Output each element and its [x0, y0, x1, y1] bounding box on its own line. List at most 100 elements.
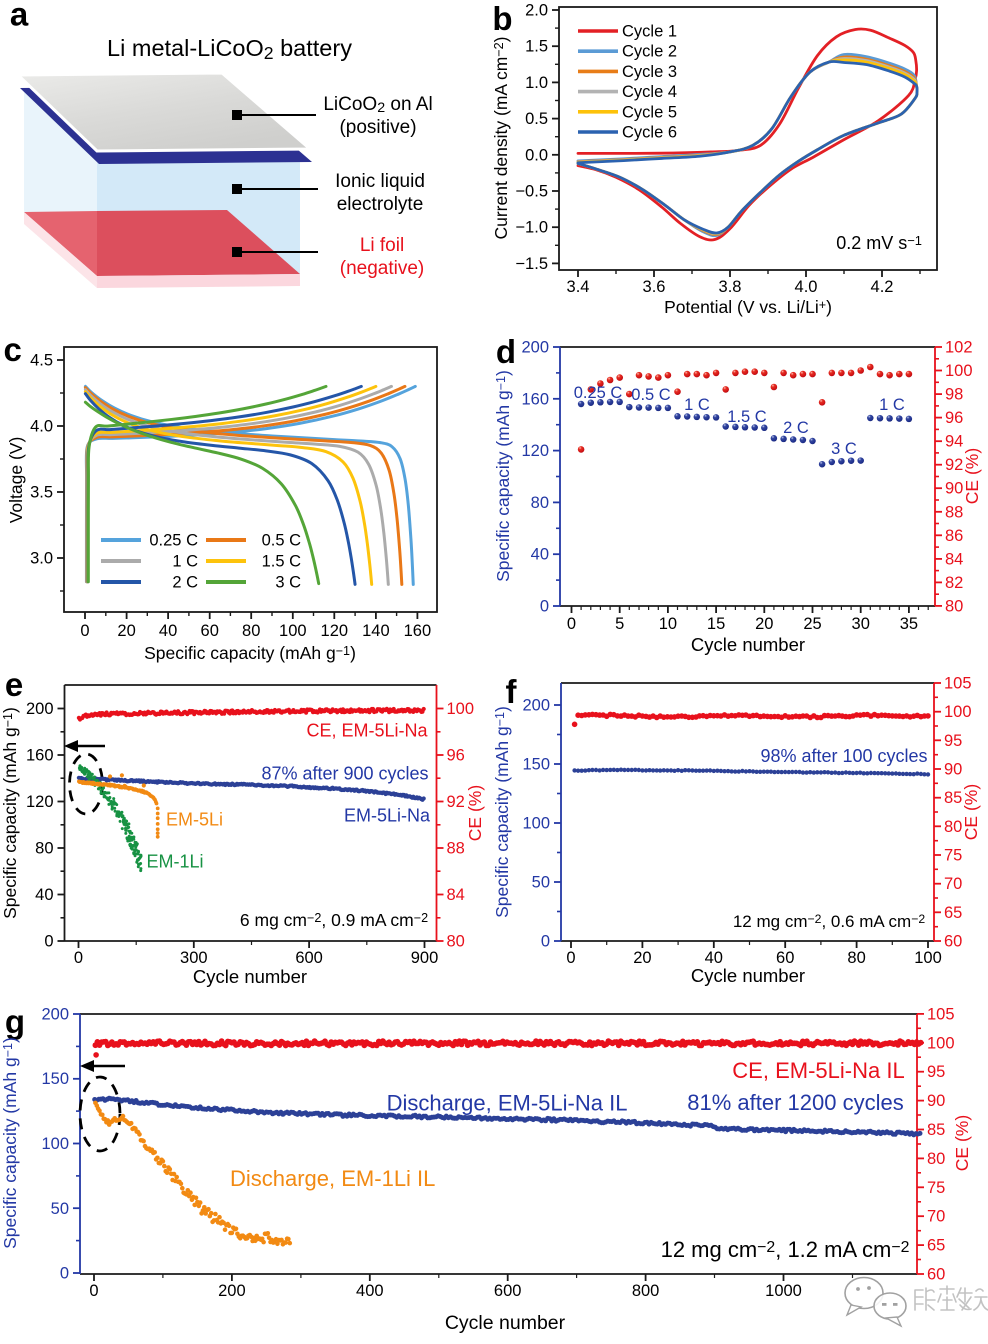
svg-text:70: 70 — [927, 1208, 945, 1226]
svg-text:87% after 900 cycles: 87% after 900 cycles — [261, 764, 428, 784]
svg-text:120: 120 — [26, 793, 54, 811]
svg-text:4.0: 4.0 — [30, 418, 53, 436]
svg-text:65: 65 — [944, 904, 962, 922]
svg-text:0.25 C: 0.25 C — [149, 532, 198, 550]
svg-text:96: 96 — [447, 747, 465, 765]
svg-text:98% after 100 cycles: 98% after 100 cycles — [760, 746, 927, 766]
svg-text:−1.0: −1.0 — [515, 219, 548, 237]
svg-text:70: 70 — [944, 875, 962, 893]
svg-text:900: 900 — [411, 949, 439, 967]
svg-text:1 C: 1 C — [879, 396, 905, 414]
svg-text:80: 80 — [35, 840, 53, 858]
svg-text:b: b — [492, 0, 512, 37]
svg-text:3.4: 3.4 — [567, 278, 590, 296]
svg-text:−0.5: −0.5 — [515, 183, 548, 201]
svg-text:120: 120 — [521, 442, 549, 460]
svg-text:2 C: 2 C — [172, 574, 198, 592]
svg-text:Specific capacity (mAh g−1): Specific capacity (mAh g−1) — [0, 1037, 20, 1249]
svg-text:20: 20 — [633, 949, 651, 967]
svg-text:100: 100 — [41, 1135, 69, 1153]
svg-text:90: 90 — [945, 480, 963, 498]
svg-text:96: 96 — [945, 409, 963, 427]
svg-text:88: 88 — [447, 840, 465, 858]
svg-text:(positive): (positive) — [339, 117, 416, 138]
svg-text:0: 0 — [89, 1282, 98, 1300]
svg-text:98: 98 — [945, 386, 963, 404]
svg-text:Current density (mA cm−2): Current density (mA cm−2) — [491, 36, 511, 239]
svg-text:0.2 mV s−1: 0.2 mV s−1 — [836, 233, 922, 253]
svg-text:4.5: 4.5 — [30, 352, 53, 370]
svg-text:CE (%): CE (%) — [962, 448, 982, 504]
svg-text:Cycle number: Cycle number — [445, 1312, 566, 1334]
svg-text:0: 0 — [74, 949, 83, 967]
svg-text:electrolyte: electrolyte — [337, 194, 424, 215]
svg-text:3 C: 3 C — [275, 574, 301, 592]
svg-text:100: 100 — [944, 703, 972, 721]
svg-text:65: 65 — [927, 1237, 945, 1255]
svg-text:105: 105 — [944, 675, 972, 693]
svg-text:81% after 1200 cycles: 81% after 1200 cycles — [687, 1090, 903, 1115]
svg-text:88: 88 — [945, 503, 963, 521]
svg-text:Specific capacity (mAh g−1): Specific capacity (mAh g−1) — [0, 707, 20, 919]
svg-text:60: 60 — [927, 1266, 945, 1284]
svg-text:85: 85 — [944, 789, 962, 807]
svg-text:60: 60 — [201, 622, 219, 640]
svg-text:50: 50 — [51, 1200, 69, 1218]
svg-text:CE, EM-5Li-Na: CE, EM-5Li-Na — [306, 721, 428, 741]
svg-text:40: 40 — [35, 886, 53, 904]
svg-text:CE (%): CE (%) — [465, 785, 485, 841]
svg-text:20: 20 — [755, 615, 773, 633]
svg-text:Ionic liquid: Ionic liquid — [335, 171, 425, 192]
svg-text:82: 82 — [945, 574, 963, 592]
svg-text:200: 200 — [41, 1006, 69, 1024]
svg-text:92: 92 — [447, 793, 465, 811]
svg-text:Cycle 6: Cycle 6 — [622, 124, 677, 142]
svg-text:40: 40 — [531, 546, 549, 564]
svg-text:Cycle 1: Cycle 1 — [622, 23, 677, 41]
svg-text:LiCoO2 on Al: LiCoO2 on Al — [323, 94, 432, 116]
svg-text:10: 10 — [659, 615, 677, 633]
svg-text:EM-5Li-Na: EM-5Li-Na — [344, 806, 431, 826]
svg-text:Specific capacity (mAh g−1): Specific capacity (mAh g−1) — [493, 370, 513, 582]
svg-text:95: 95 — [944, 732, 962, 750]
svg-text:Cycle number: Cycle number — [193, 966, 307, 987]
svg-text:5: 5 — [615, 615, 624, 633]
svg-text:200: 200 — [26, 700, 54, 718]
svg-text:e: e — [5, 666, 23, 703]
svg-text:g: g — [5, 1003, 25, 1040]
svg-text:Discharge, EM-1Li IL: Discharge, EM-1Li IL — [230, 1166, 435, 1191]
svg-text:90: 90 — [927, 1092, 945, 1110]
svg-text:12 mg cm−2, 1.2 mA cm−2: 12 mg cm−2, 1.2 mA cm−2 — [661, 1237, 910, 1262]
svg-text:CE (%): CE (%) — [952, 1115, 972, 1171]
svg-text:150: 150 — [41, 1070, 69, 1088]
svg-text:94: 94 — [945, 433, 963, 451]
svg-text:600: 600 — [295, 949, 323, 967]
svg-text:200: 200 — [522, 697, 550, 715]
svg-text:800: 800 — [632, 1282, 660, 1300]
svg-text:100: 100 — [927, 1034, 955, 1052]
svg-text:0.5 C: 0.5 C — [631, 386, 671, 404]
svg-text:0: 0 — [540, 598, 549, 616]
svg-text:102: 102 — [945, 339, 973, 357]
svg-text:6 mg cm−2, 0.9 mA cm−2: 6 mg cm−2, 0.9 mA cm−2 — [240, 910, 428, 930]
svg-text:50: 50 — [532, 874, 550, 892]
svg-text:95: 95 — [927, 1063, 945, 1081]
svg-text:Specific capacity (mAh g−1): Specific capacity (mAh g−1) — [492, 706, 512, 918]
svg-text:0: 0 — [567, 615, 576, 633]
svg-text:40: 40 — [159, 622, 177, 640]
svg-text:0: 0 — [44, 933, 53, 951]
svg-text:80: 80 — [945, 597, 963, 615]
svg-text:80: 80 — [944, 818, 962, 836]
svg-text:1 C: 1 C — [172, 553, 198, 571]
svg-text:90: 90 — [944, 761, 962, 779]
svg-text:Cycle 3: Cycle 3 — [622, 63, 677, 81]
svg-text:1000: 1000 — [765, 1282, 802, 1300]
svg-text:EM-5Li: EM-5Li — [166, 810, 223, 830]
svg-text:EM-1Li: EM-1Li — [147, 851, 204, 871]
svg-text:12 mg cm−2, 0.6 mA cm−2: 12 mg cm−2, 0.6 mA cm−2 — [733, 912, 925, 931]
svg-text:−1.5: −1.5 — [515, 255, 548, 273]
svg-text:100: 100 — [522, 815, 550, 833]
svg-text:3.5: 3.5 — [30, 484, 53, 502]
svg-text:1.5: 1.5 — [525, 38, 548, 56]
svg-text:Cycle number: Cycle number — [691, 634, 805, 655]
